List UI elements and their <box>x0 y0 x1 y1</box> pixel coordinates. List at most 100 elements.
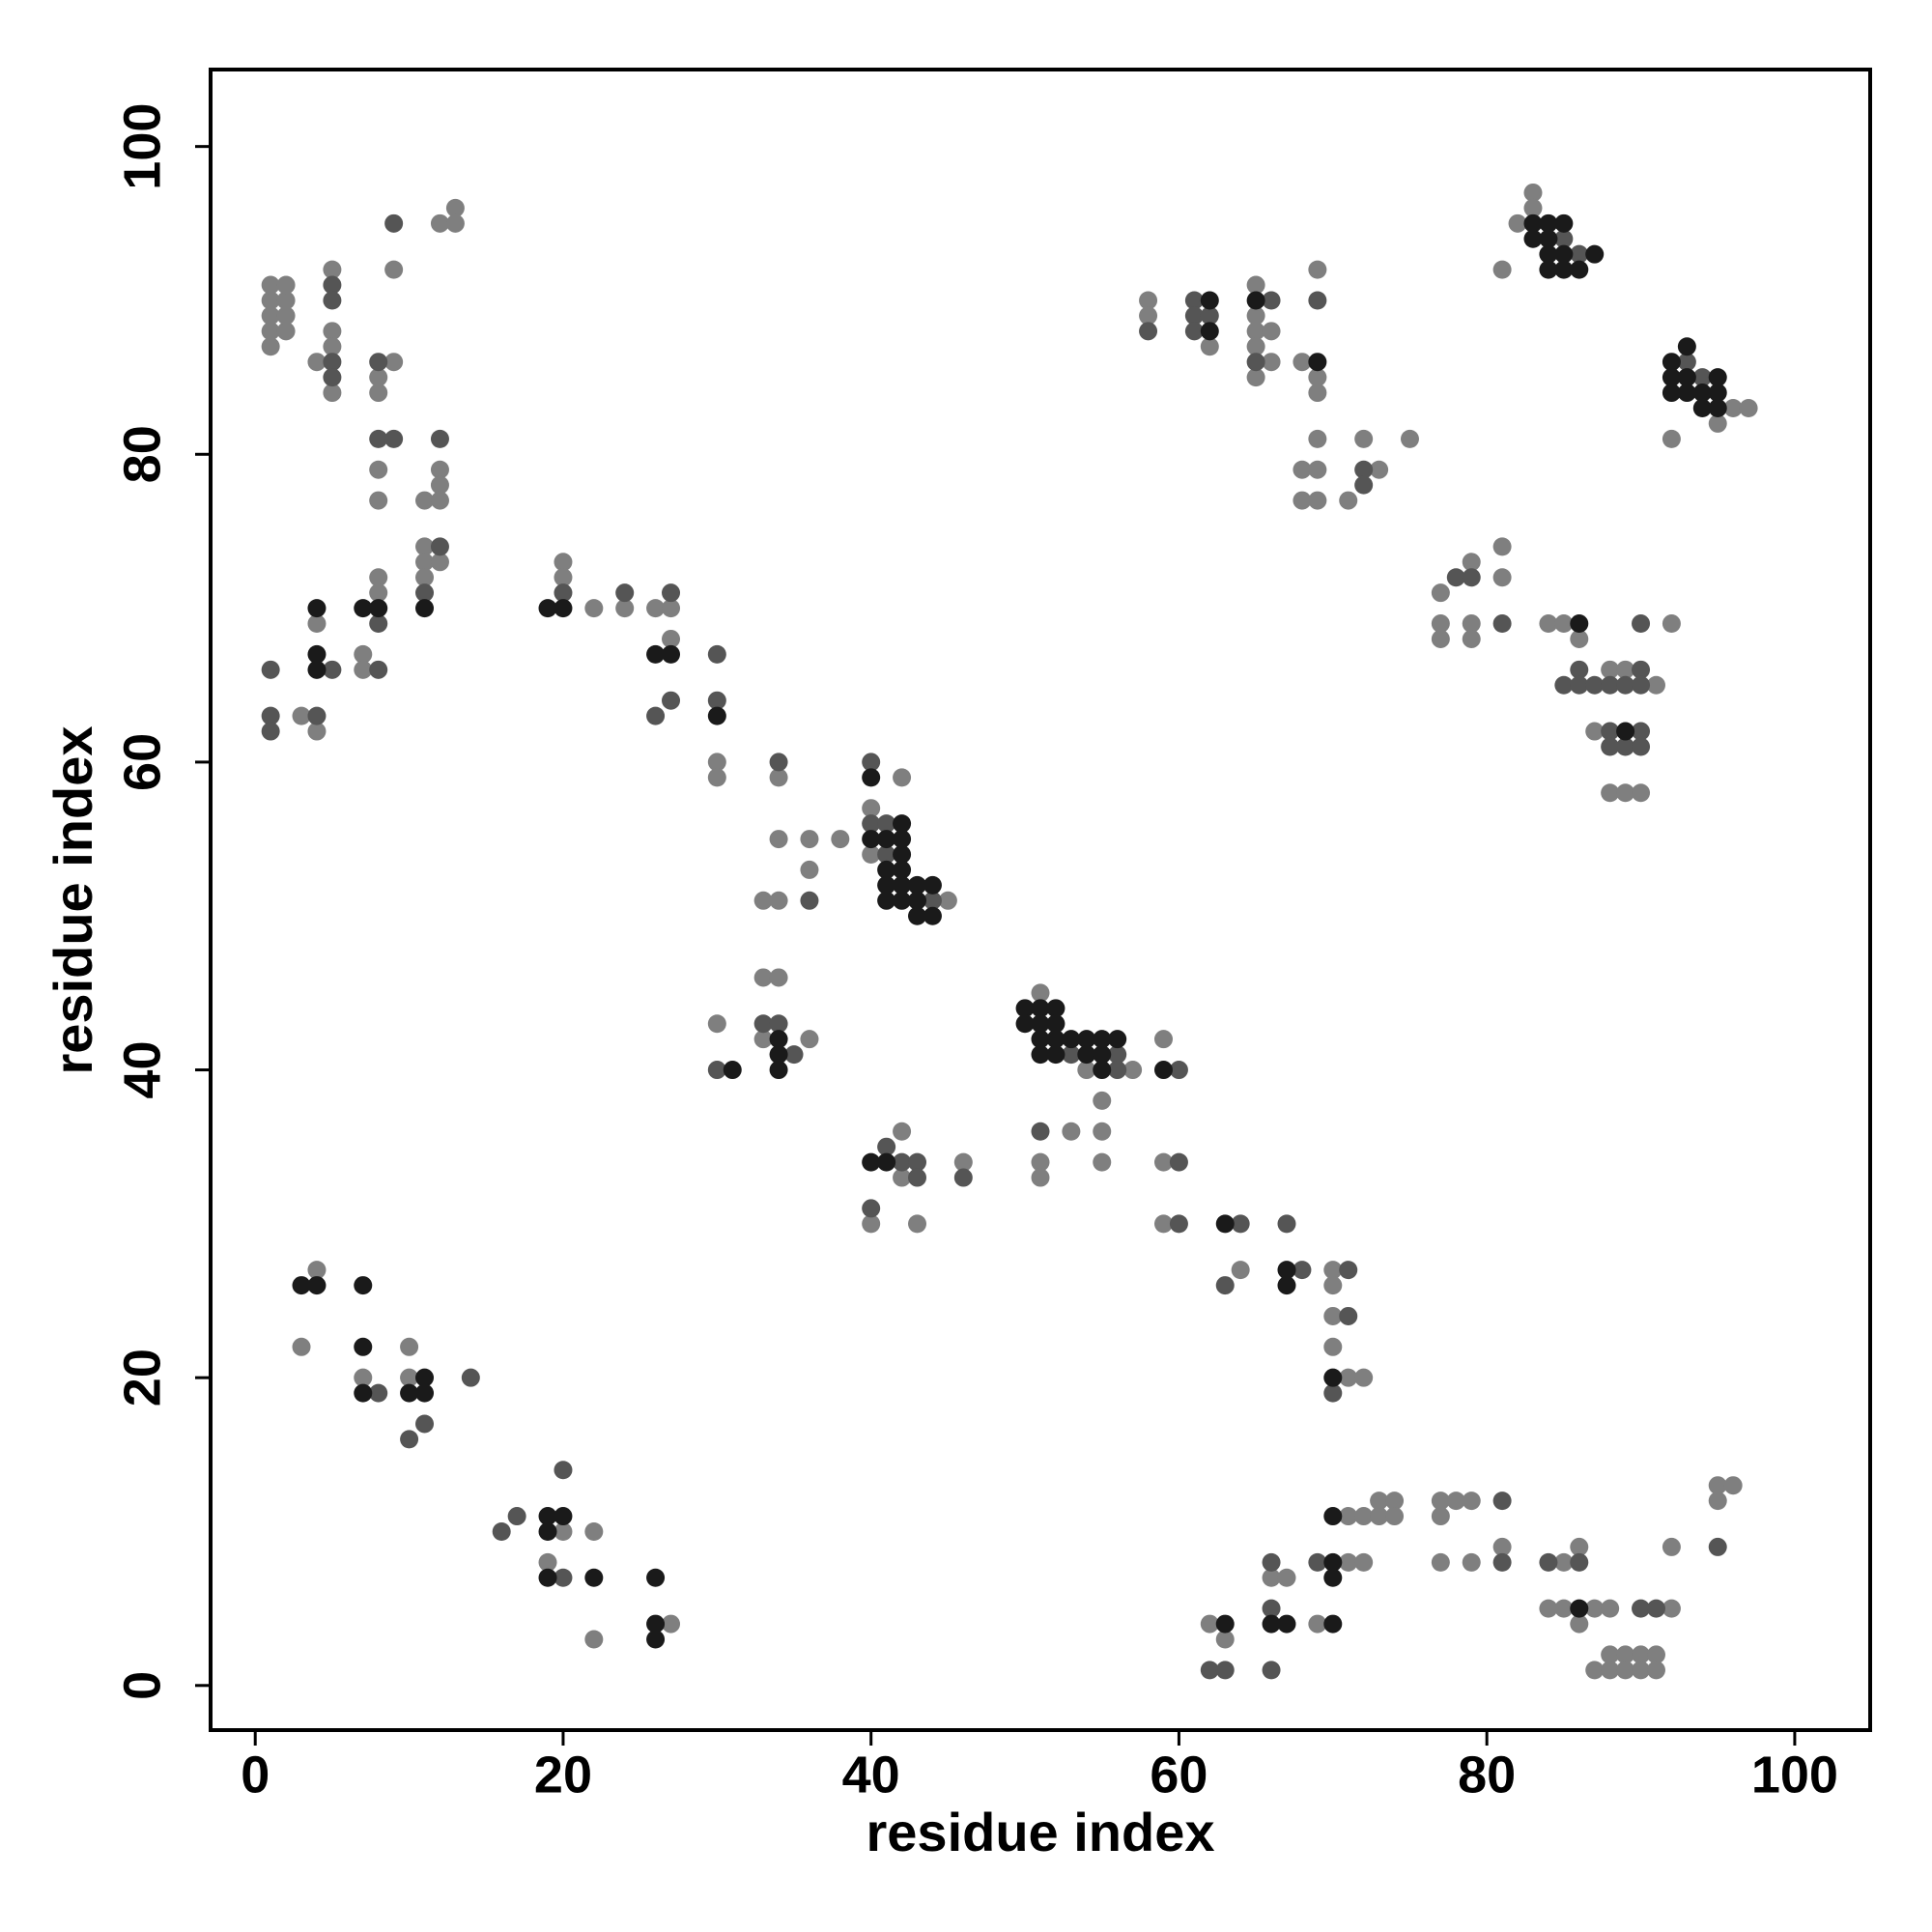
point <box>1570 660 1589 679</box>
point <box>1708 398 1727 417</box>
point <box>862 1214 881 1234</box>
point <box>1246 337 1265 356</box>
point <box>1215 1661 1235 1680</box>
point <box>1169 1214 1188 1234</box>
point <box>1308 291 1327 310</box>
point <box>893 1152 912 1172</box>
point <box>707 1061 726 1080</box>
point <box>1200 1661 1219 1680</box>
point <box>1277 1276 1296 1295</box>
point <box>1570 1599 1589 1618</box>
point <box>1184 291 1204 310</box>
point <box>893 860 912 879</box>
point <box>261 722 280 741</box>
point <box>1662 368 1681 387</box>
point <box>415 583 435 603</box>
point <box>1539 1552 1558 1572</box>
point <box>1708 1492 1727 1511</box>
point <box>261 291 280 310</box>
point <box>877 1137 896 1156</box>
point <box>1462 1552 1481 1572</box>
point <box>1031 999 1050 1018</box>
point <box>554 1521 573 1541</box>
point <box>1601 660 1620 679</box>
point <box>923 891 942 910</box>
point <box>1585 722 1605 741</box>
point <box>261 306 280 326</box>
point <box>538 599 557 618</box>
point <box>1570 629 1589 648</box>
point <box>554 1568 573 1587</box>
point <box>1632 1645 1651 1664</box>
point <box>1200 322 1219 341</box>
x-tick-label: 0 <box>241 1746 270 1804</box>
point <box>646 644 666 664</box>
point <box>662 644 681 664</box>
point <box>784 1045 804 1065</box>
point <box>615 583 635 603</box>
point <box>261 660 280 679</box>
point <box>877 814 896 834</box>
point <box>877 845 896 865</box>
point <box>1077 1045 1096 1065</box>
point <box>1385 1492 1405 1511</box>
point <box>584 1521 604 1541</box>
point <box>323 337 342 356</box>
point <box>1370 1507 1389 1526</box>
point <box>400 1368 419 1387</box>
point <box>400 1383 419 1403</box>
point <box>1339 1261 1358 1280</box>
point <box>1570 1552 1589 1572</box>
point <box>369 491 388 510</box>
point <box>1539 614 1558 634</box>
point <box>1046 1030 1065 1049</box>
point <box>1031 983 1050 1003</box>
point <box>1062 1122 1081 1141</box>
point <box>415 553 435 572</box>
point <box>646 1568 666 1587</box>
y-tick-label: 0 <box>113 1671 171 1700</box>
point <box>1354 475 1374 495</box>
point <box>369 599 388 618</box>
point <box>1554 260 1574 279</box>
point <box>769 1061 788 1080</box>
point <box>1601 783 1620 803</box>
point <box>1554 1599 1574 1618</box>
point <box>369 614 388 634</box>
point <box>369 583 388 603</box>
point <box>1462 553 1481 572</box>
point <box>862 830 881 849</box>
point <box>1554 614 1574 634</box>
point <box>1523 183 1543 202</box>
point <box>877 891 896 910</box>
point <box>323 384 342 403</box>
point <box>769 891 788 910</box>
x-tick-label: 40 <box>842 1746 900 1804</box>
point <box>1231 1261 1250 1280</box>
point <box>1539 213 1558 233</box>
point <box>1277 1568 1296 1587</box>
point <box>384 353 404 372</box>
point <box>893 814 912 834</box>
point <box>893 768 912 787</box>
point <box>1015 999 1035 1018</box>
point <box>1446 568 1465 587</box>
point <box>1601 675 1620 695</box>
point <box>953 1168 973 1187</box>
point <box>369 460 388 479</box>
point <box>1293 353 1312 372</box>
point <box>323 260 342 279</box>
point <box>862 1199 881 1218</box>
point <box>646 599 666 618</box>
point <box>276 322 296 341</box>
point <box>354 1337 373 1356</box>
point <box>862 814 881 834</box>
point <box>877 1152 896 1172</box>
point <box>1492 568 1512 587</box>
point <box>400 1430 419 1449</box>
point <box>369 568 388 587</box>
point <box>1046 1045 1065 1065</box>
point <box>554 553 573 572</box>
point <box>584 1630 604 1649</box>
point <box>1031 1168 1050 1187</box>
